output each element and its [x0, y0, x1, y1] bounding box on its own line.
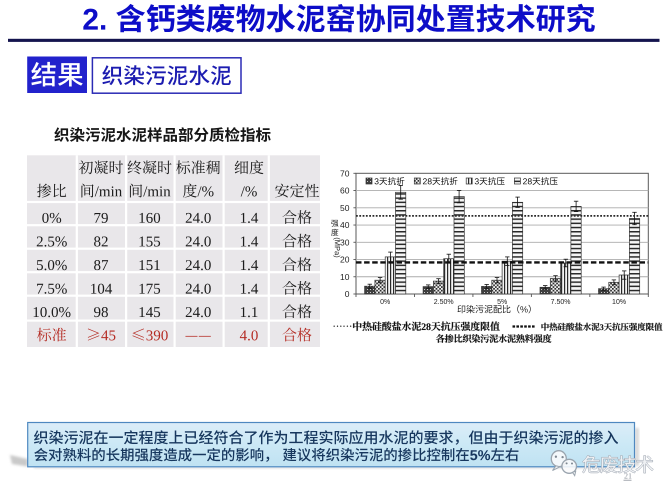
svg-text:30: 30 [340, 237, 350, 247]
svg-text:70: 70 [340, 168, 350, 178]
svg-text:40: 40 [340, 220, 350, 230]
svg-text:7.50%: 7.50% [551, 299, 571, 306]
svg-text:20: 20 [340, 255, 350, 265]
svg-text:10%: 10% [612, 299, 626, 306]
svg-text:0: 0 [345, 289, 350, 299]
svg-text:2.50%: 2.50% [434, 299, 454, 306]
svg-text:10: 10 [340, 272, 350, 282]
svg-text:60: 60 [340, 186, 350, 196]
svg-text:50: 50 [340, 203, 350, 213]
svg-text:5%: 5% [497, 299, 507, 306]
svg-text:0%: 0% [380, 299, 390, 306]
